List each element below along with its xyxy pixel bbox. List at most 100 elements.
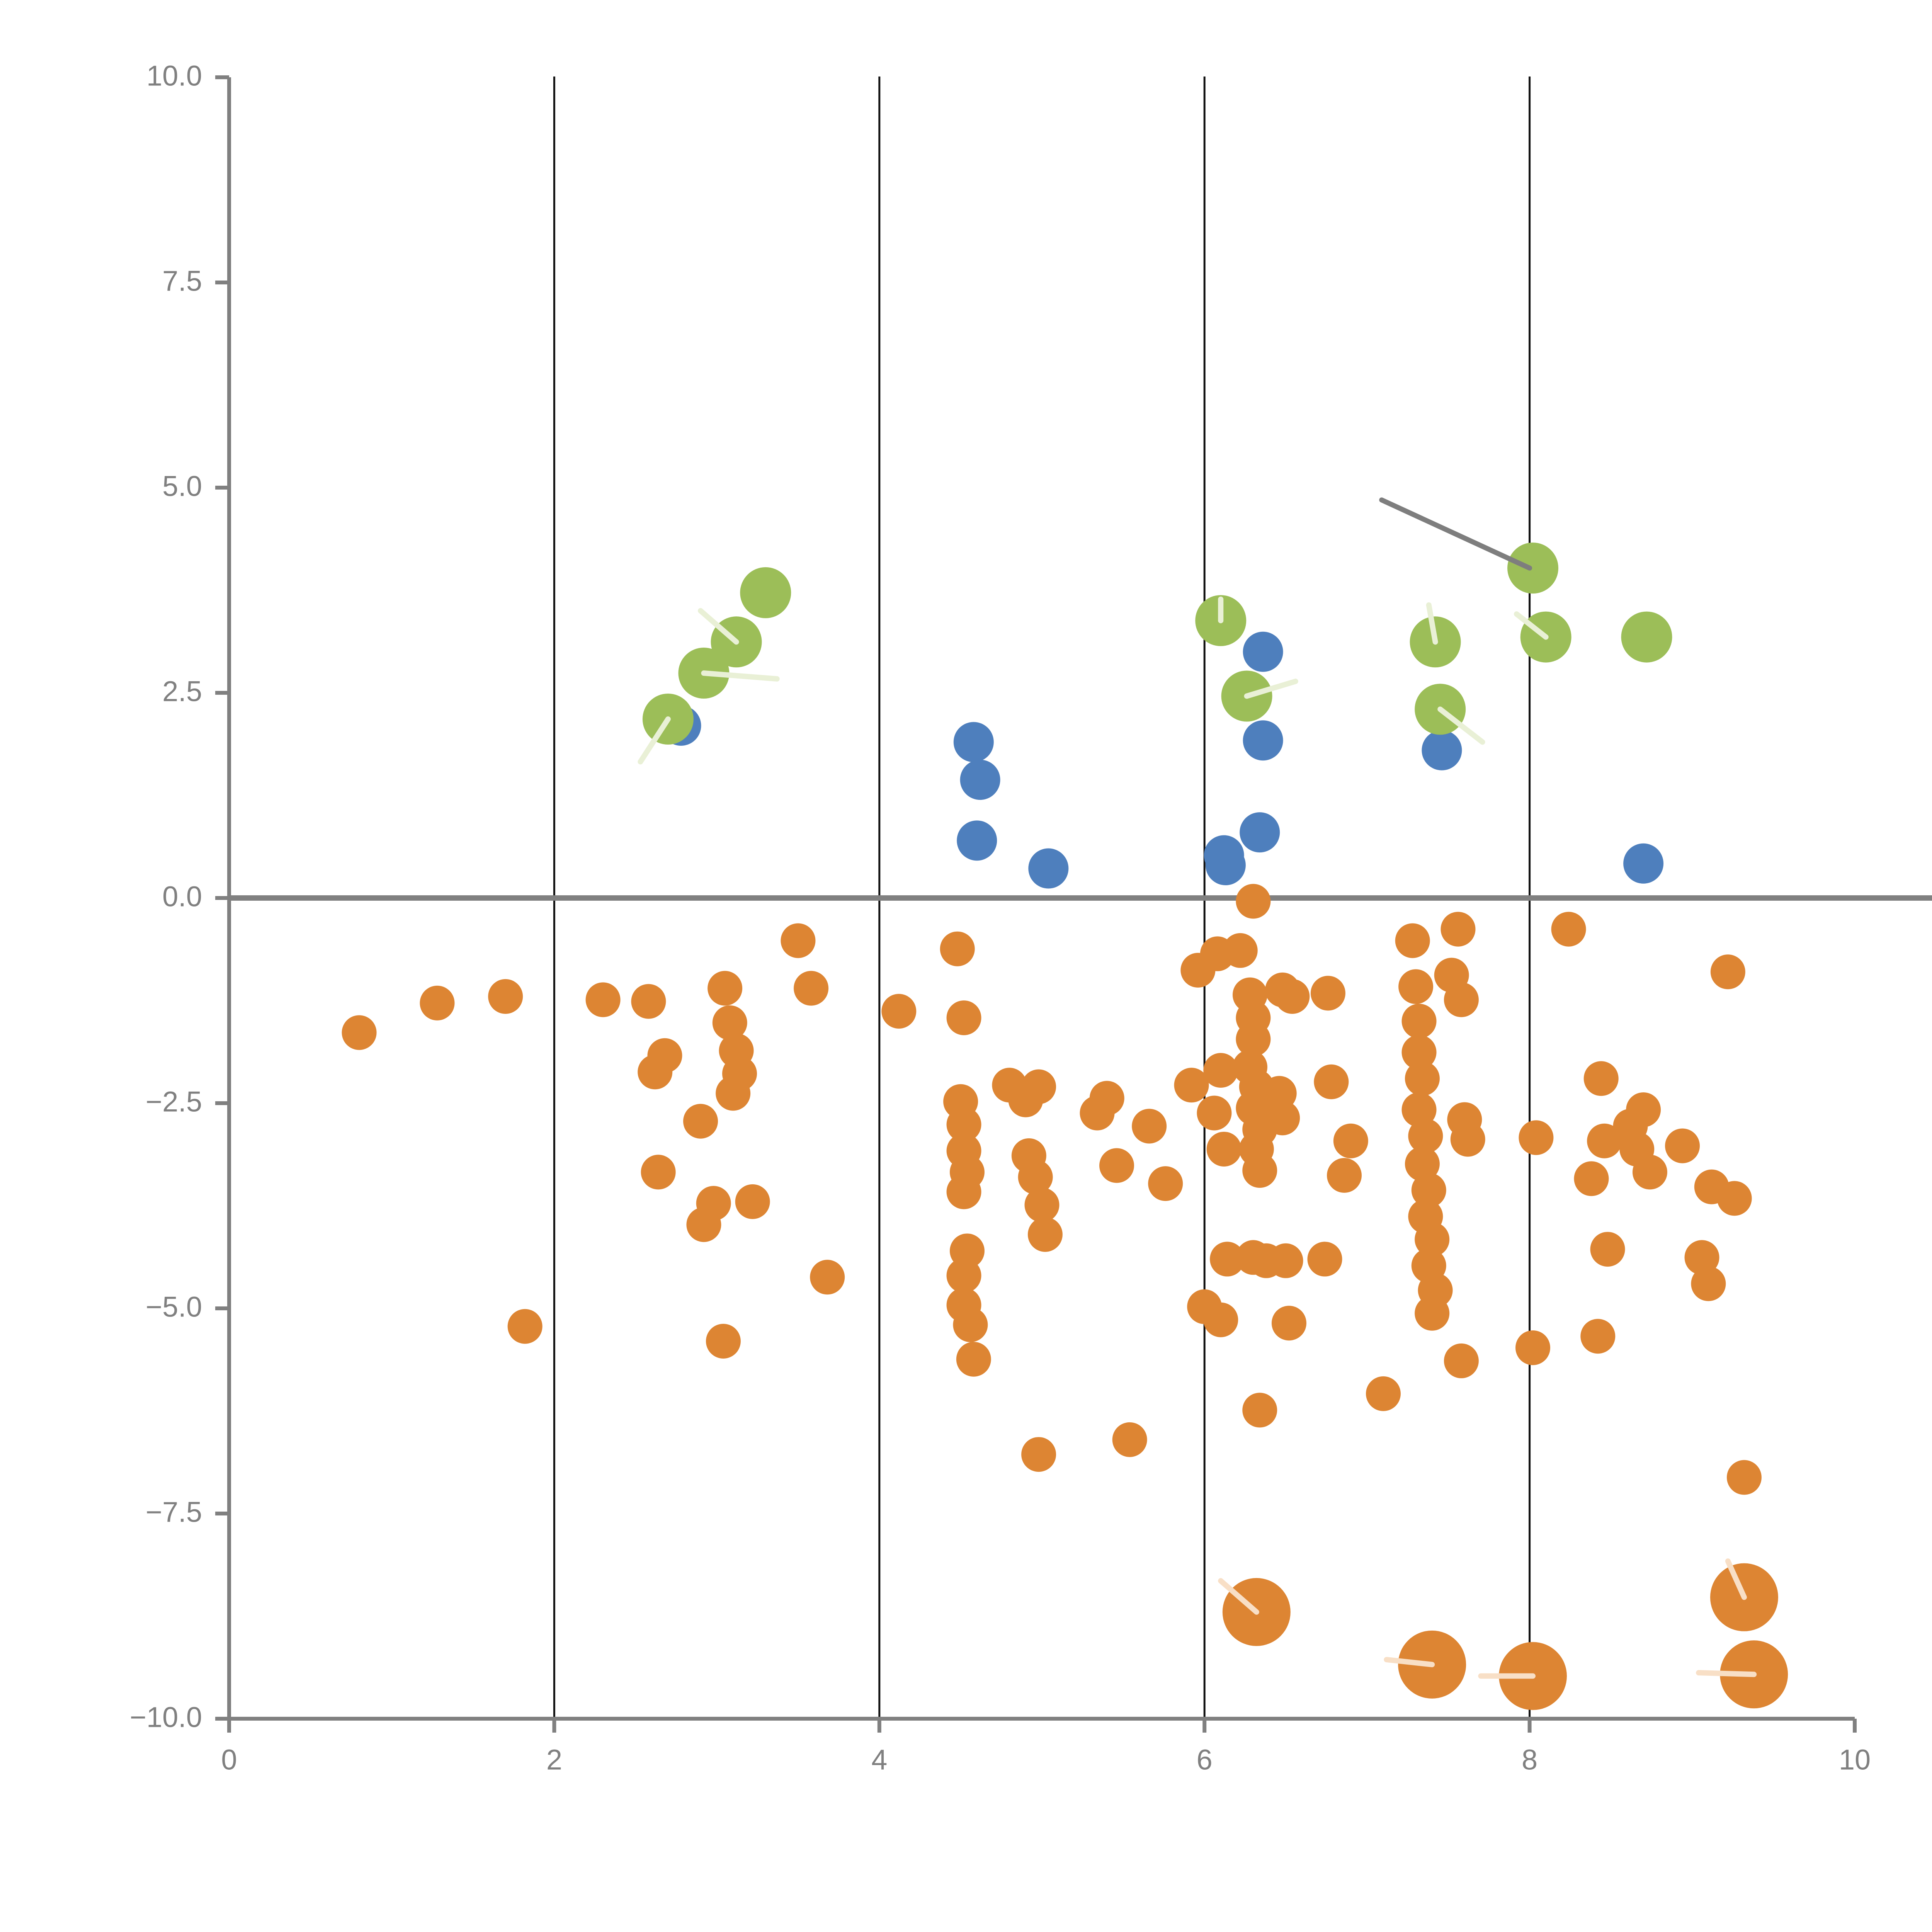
data-point [1415, 1222, 1450, 1257]
tick-labels-group: −10.0 −7.5 −5.0 −2.5 0.0 2.5 5.0 7.5 10.0 0 2 4 6 8 10 [130, 60, 1871, 1776]
annotation-line-group [1379, 497, 1532, 571]
data-point [946, 1258, 981, 1293]
data-point [1590, 1232, 1625, 1267]
data-point [794, 971, 829, 1006]
data-point-tail [1384, 1657, 1435, 1667]
data-point [881, 994, 917, 1029]
data-point [641, 1155, 676, 1190]
data-point [1398, 969, 1434, 1004]
data-point [1314, 1064, 1349, 1099]
data-point-tail [1244, 679, 1298, 699]
data-point [1148, 1166, 1183, 1201]
data-point [1626, 1092, 1661, 1127]
data-point [1205, 845, 1246, 886]
x-tick-label: 8 [1522, 1744, 1537, 1776]
data-point [1551, 912, 1586, 947]
data-point [1415, 1296, 1450, 1331]
data-point [716, 1076, 751, 1111]
data-point [1408, 1118, 1443, 1153]
data-point [1027, 1217, 1063, 1252]
data-point [1401, 1003, 1437, 1039]
data-point [781, 923, 816, 958]
data-points-group [342, 543, 1788, 1710]
data-point [585, 982, 621, 1017]
y-tick-label: 0.0 [162, 881, 202, 913]
data-point [647, 1038, 682, 1073]
data-point [1327, 1158, 1362, 1193]
data-point [810, 1260, 845, 1295]
data-point [1310, 976, 1345, 1011]
data-point [1515, 1330, 1551, 1365]
data-point [1665, 1128, 1700, 1163]
data-point [1236, 884, 1271, 919]
y-tick-label: 7.5 [162, 265, 202, 297]
x-tick-label: 10 [1839, 1744, 1871, 1776]
data-point [1089, 1081, 1124, 1116]
data-point [707, 971, 743, 1006]
data-point-tail [1725, 1558, 1747, 1600]
axes-group [215, 75, 1857, 1733]
data-point [953, 722, 994, 762]
data-point-tail [701, 670, 780, 682]
data-point [1411, 1173, 1446, 1208]
data-point [1366, 1376, 1401, 1411]
data-point [1405, 1146, 1440, 1182]
data-point [342, 1015, 377, 1050]
data-point [631, 984, 666, 1019]
data-point [946, 1000, 981, 1036]
data-point [1203, 1053, 1238, 1088]
x-tick-label: 0 [221, 1744, 237, 1776]
data-point [1242, 1393, 1277, 1428]
data-point [940, 931, 975, 966]
series-green [638, 543, 1672, 765]
data-point [1223, 933, 1258, 968]
data-point [1422, 730, 1462, 770]
data-point [735, 1184, 770, 1219]
data-point [1333, 1123, 1368, 1158]
data-point [1726, 1460, 1762, 1495]
data-point [946, 1174, 981, 1209]
y-tick-label: −5.0 [146, 1291, 202, 1323]
data-point [960, 760, 1000, 800]
data-point [1444, 982, 1479, 1017]
data-point [740, 567, 791, 618]
data-point [956, 1342, 991, 1377]
data-point-tail [1696, 1670, 1757, 1677]
data-point [1632, 1155, 1667, 1190]
data-point [1021, 1437, 1056, 1472]
data-point [957, 820, 997, 861]
data-point [1242, 1153, 1277, 1188]
data-point [1401, 1035, 1437, 1070]
data-point [1112, 1422, 1147, 1457]
data-point-tail [638, 716, 671, 765]
series-orange [342, 884, 1762, 1495]
data-point-tail [1218, 1578, 1259, 1615]
y-tick-label: 2.5 [162, 675, 202, 707]
data-point [1236, 1022, 1271, 1057]
data-point [1580, 1319, 1616, 1354]
data-point [1574, 1161, 1609, 1196]
data-point [683, 1104, 718, 1139]
data-point [1519, 1120, 1554, 1155]
data-point [1405, 1061, 1440, 1096]
data-point [1265, 1100, 1300, 1136]
data-point [1028, 848, 1069, 889]
data-point [1024, 1187, 1060, 1223]
y-tick-label: −2.5 [146, 1086, 202, 1118]
y-tick-label: −7.5 [146, 1496, 202, 1528]
x-tick-label: 6 [1197, 1744, 1213, 1776]
data-point [488, 979, 523, 1014]
data-point [1099, 1148, 1134, 1183]
data-point [1440, 912, 1476, 947]
data-point [1275, 979, 1310, 1014]
data-point [1395, 923, 1430, 958]
data-point [953, 1307, 988, 1342]
data-point [1621, 611, 1672, 663]
data-point [1684, 1240, 1719, 1275]
data-point [1018, 1160, 1053, 1195]
y-tick-label: −10.0 [130, 1701, 202, 1733]
data-point [1240, 812, 1280, 853]
data-point [1587, 1123, 1622, 1158]
annotation-line [1379, 497, 1532, 571]
